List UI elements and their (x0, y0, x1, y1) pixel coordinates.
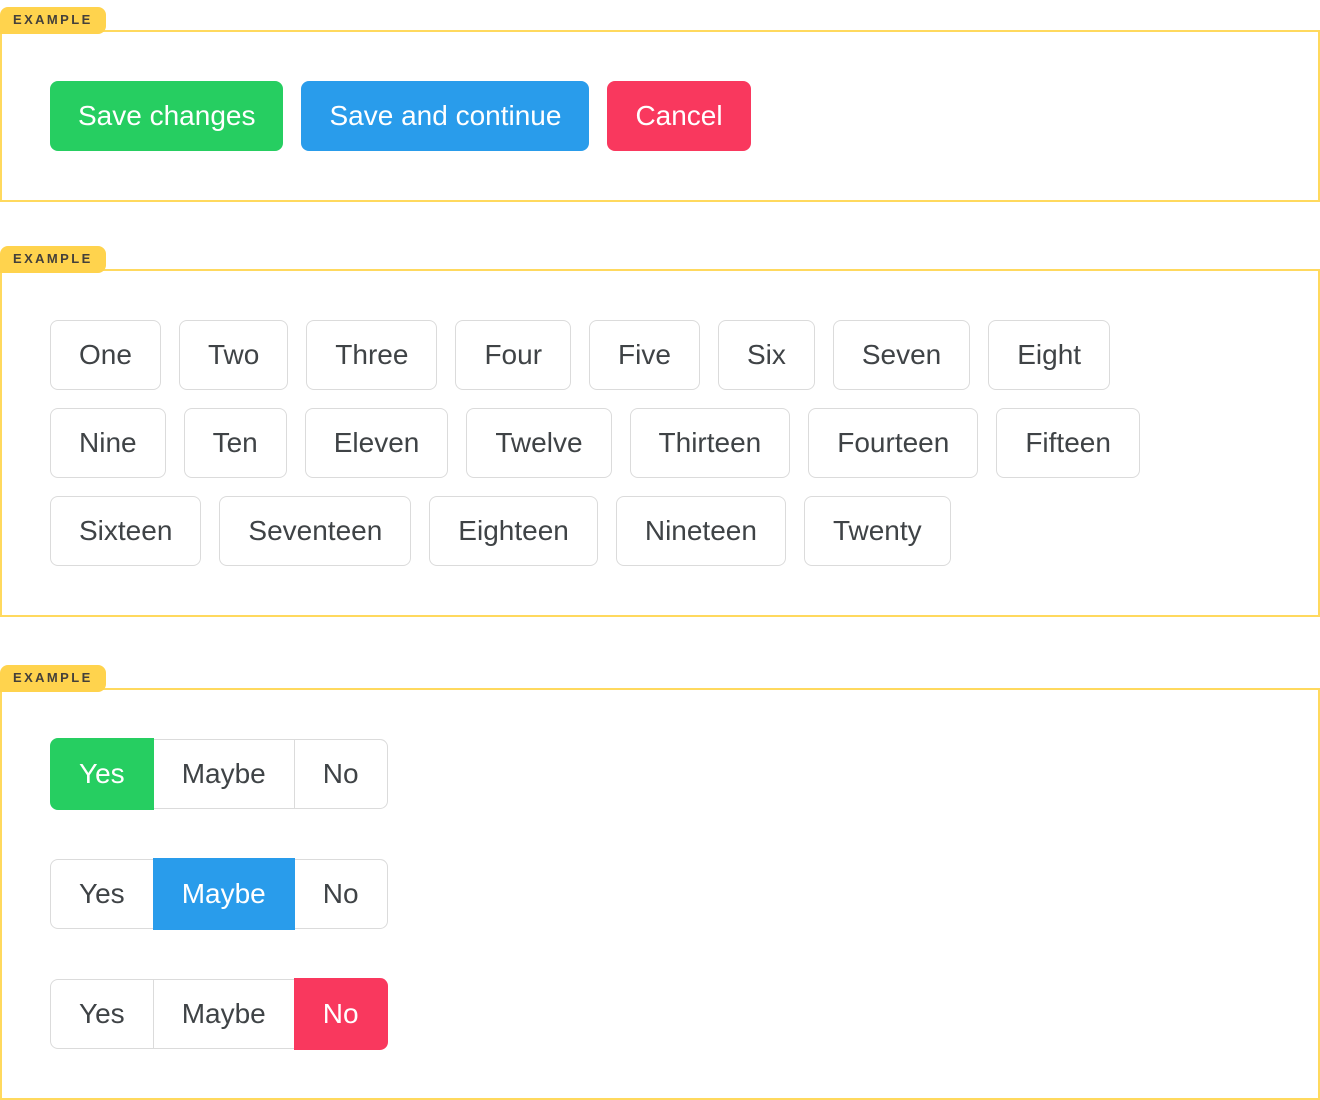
button-group-maybe-active: Yes Maybe No (50, 858, 388, 930)
button-one[interactable]: One (50, 320, 161, 390)
group1-maybe-button[interactable]: Maybe (152, 739, 295, 809)
group2-maybe-button[interactable]: Maybe (152, 858, 295, 930)
group1-no-button[interactable]: No (293, 739, 388, 809)
example-label: EXAMPLE (0, 7, 106, 34)
button-sixteen[interactable]: Sixteen (50, 496, 202, 566)
number-buttons-row-3: Sixteen Seventeen Eighteen Nineteen Twen… (50, 496, 1270, 566)
group3-maybe-button[interactable]: Maybe (152, 979, 295, 1049)
button-eleven[interactable]: Eleven (304, 408, 449, 478)
save-changes-button[interactable]: Save changes (50, 81, 284, 151)
group3-no-button[interactable]: No (293, 978, 388, 1050)
button-two[interactable]: Two (178, 320, 289, 390)
button-twelve[interactable]: Twelve (466, 408, 612, 478)
button-nine[interactable]: Nine (50, 408, 166, 478)
button-thirteen[interactable]: Thirteen (629, 408, 791, 478)
group2-yes-button[interactable]: Yes (50, 859, 154, 929)
group1-yes-button[interactable]: Yes (50, 738, 154, 810)
example-label: EXAMPLE (0, 665, 106, 692)
button-seven[interactable]: Seven (832, 320, 971, 390)
button-ten[interactable]: Ten (183, 408, 287, 478)
button-fifteen[interactable]: Fifteen (996, 408, 1140, 478)
button-five[interactable]: Five (589, 320, 700, 390)
button-three[interactable]: Three (306, 320, 438, 390)
button-groups: Yes Maybe No Yes Maybe No Yes Maybe No (50, 738, 1270, 1050)
example-section-button-groups: EXAMPLE Yes Maybe No Yes Maybe No Yes Ma… (0, 665, 1320, 1100)
button-fourteen[interactable]: Fourteen (808, 408, 979, 478)
button-group-yes-active: Yes Maybe No (50, 738, 388, 810)
number-buttons-row-2: Nine Ten Eleven Twelve Thirteen Fourteen… (50, 408, 1270, 478)
button-eighteen[interactable]: Eighteen (429, 496, 598, 566)
button-group-no-active: Yes Maybe No (50, 978, 388, 1050)
button-six[interactable]: Six (717, 320, 815, 390)
example-section-numbers: EXAMPLE One Two Three Four Five Six Seve… (0, 246, 1320, 617)
button-seventeen[interactable]: Seventeen (219, 496, 412, 566)
example-section-actions: EXAMPLE Save changes Save and continue C… (0, 7, 1320, 202)
save-and-continue-button[interactable]: Save and continue (301, 81, 590, 151)
button-four[interactable]: Four (455, 320, 572, 390)
button-nineteen[interactable]: Nineteen (615, 496, 786, 566)
button-eight[interactable]: Eight (988, 320, 1111, 390)
cancel-button[interactable]: Cancel (607, 81, 751, 151)
number-buttons-row-1: One Two Three Four Five Six Seven Eight (50, 320, 1270, 390)
example-label: EXAMPLE (0, 246, 106, 273)
group3-yes-button[interactable]: Yes (50, 979, 154, 1049)
button-twenty[interactable]: Twenty (803, 496, 951, 566)
group2-no-button[interactable]: No (293, 859, 388, 929)
action-buttons-row: Save changes Save and continue Cancel (50, 81, 1270, 151)
